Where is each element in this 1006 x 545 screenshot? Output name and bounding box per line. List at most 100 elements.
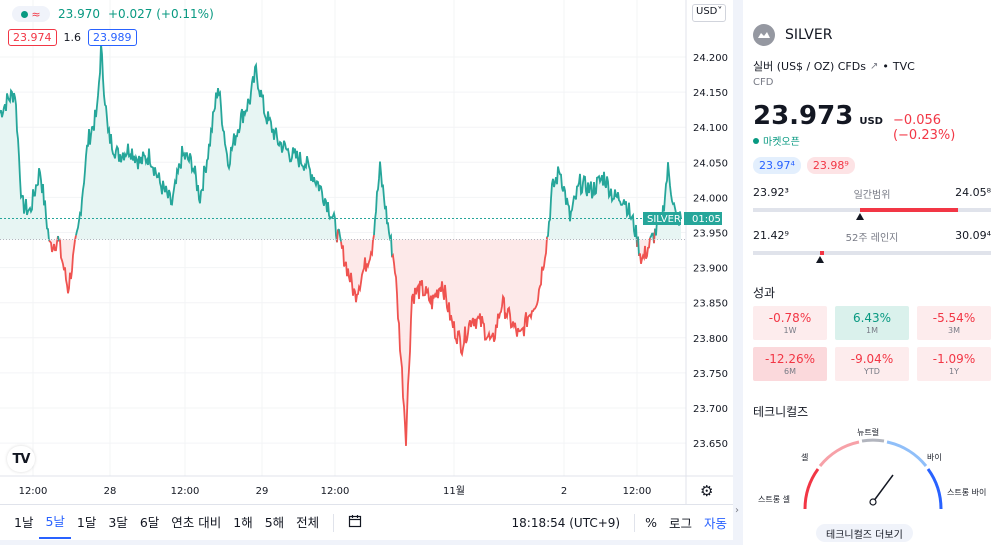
- performance-cell[interactable]: 6.43% 1M: [835, 306, 909, 340]
- bid-box[interactable]: 23.974: [8, 29, 57, 46]
- day-range-marker: [856, 213, 865, 220]
- up-area-fill: [0, 44, 681, 240]
- currency-select[interactable]: USD˅: [692, 4, 727, 22]
- down-area-fill: [0, 239, 681, 446]
- range-button[interactable]: 3달: [108, 514, 128, 530]
- auto-button[interactable]: 자동: [703, 516, 727, 531]
- price-line-down: [340, 234, 375, 303]
- performance-period: 1Y: [949, 367, 959, 376]
- price-line-down: [48, 235, 59, 253]
- performance-cell[interactable]: -9.04% YTD: [835, 347, 909, 381]
- panel-divider[interactable]: [733, 0, 743, 545]
- performance-period: 3M: [948, 326, 960, 335]
- range-button[interactable]: 연초 대비: [171, 514, 222, 530]
- performance-value: -0.78%: [768, 311, 812, 325]
- y-tick-label: 24.100: [693, 123, 728, 134]
- x-tick-label: 12:00: [171, 486, 200, 497]
- more-technicals-button[interactable]: 테크니컬즈 더보기: [816, 524, 913, 542]
- clock-time[interactable]: 18:18:54 (UTC+9): [511, 515, 621, 530]
- countdown-label: 01:05: [692, 214, 721, 225]
- ask-box[interactable]: 23.989: [88, 29, 137, 46]
- price-currency: USD: [859, 116, 883, 127]
- range-button[interactable]: 1날: [14, 514, 34, 530]
- week52-range: 21.42⁹ 52주 레인지 30.09⁴: [753, 229, 991, 263]
- tradingview-logo-icon[interactable]: TV: [7, 446, 35, 472]
- external-link-icon[interactable]: ↗: [869, 60, 879, 72]
- bottom-toolbar: 1날 5날 1달 3달 6달 연초 대비 1해 5해 전체 18:18:54 (UTC+9) %…: [0, 504, 733, 540]
- price-line-up: [337, 228, 342, 242]
- price-line-up: [649, 232, 655, 244]
- bullet: •: [882, 59, 889, 73]
- x-tick-label: 2: [561, 486, 567, 497]
- price-row: 23.973 USD −0.056 (−0.23%): [753, 101, 1006, 143]
- price-line-down: [391, 237, 548, 446]
- technicals-gauge: 스트롱 셀 셀 뉴트럴 바이 스트롱 바이: [758, 428, 986, 510]
- price-line-down: [58, 235, 77, 294]
- range-button[interactable]: 1달: [76, 514, 97, 530]
- symbol-details-panel: SILVER 실버 (US$ / OZ) CFDs ↗ • TVC CFD 23…: [743, 0, 1006, 545]
- wave-icon: ≈: [31, 7, 41, 21]
- calendar-icon[interactable]: [342, 514, 368, 532]
- week52-low: 21.42⁹: [753, 229, 789, 242]
- x-tick-label: 12:00: [321, 486, 350, 497]
- range-button[interactable]: 1해: [233, 514, 253, 530]
- price-axis[interactable]: 24.200 24.150 24.100 24.050 24.000 23.950 23.9…: [693, 53, 728, 450]
- range-list: 1날 5날 1달 3달 6달 연초 대비 1해 5해 전체: [8, 506, 325, 540]
- price-line-down: [336, 229, 339, 243]
- x-tick-label: 12:00: [19, 486, 48, 497]
- gauge-strong-buy-label: 스트롱 바이: [947, 487, 986, 497]
- week52-range-marker: [815, 256, 824, 263]
- chart-pane[interactable]: 24.200 24.150 24.100 24.050 24.000 23.950 23.9…: [0, 0, 733, 545]
- gauge-strong-sell-label: 스트롱 셀: [758, 494, 790, 504]
- performance-value: -1.09%: [932, 352, 976, 366]
- performance-cell[interactable]: -0.78% 1W: [753, 306, 827, 340]
- technicals-title: 테크니컬즈: [753, 405, 809, 419]
- gear-icon[interactable]: ⚙: [700, 482, 714, 500]
- range-button[interactable]: 6달: [139, 514, 160, 530]
- bid-ask-pills: 23.97⁴ 23.98⁹: [753, 157, 855, 174]
- gauge-pivot: [869, 498, 877, 506]
- time-axis[interactable]: 12:00 28 12:00 29 12:00 11월 2 12:00: [19, 485, 652, 497]
- y-tick-label: 24.050: [693, 158, 728, 169]
- performance-cell[interactable]: -12.26% 6M: [753, 347, 827, 381]
- price-chart[interactable]: 24.200 24.150 24.100 24.050 24.000 23.950 23.9…: [0, 0, 733, 504]
- y-tick-label: 24.150: [693, 88, 728, 99]
- performance-value: -9.04%: [850, 352, 894, 366]
- day-range: 23.92³ 일간범위 24.05⁸: [753, 186, 991, 220]
- day-range-fill: [860, 208, 958, 212]
- range-button[interactable]: 5날: [39, 507, 71, 539]
- week52-range-fill: [819, 251, 825, 255]
- chevron-right-icon[interactable]: ›: [735, 505, 739, 516]
- y-tick-label: 23.650: [693, 439, 728, 450]
- range-button[interactable]: 5해: [264, 514, 285, 530]
- bottom-strip: [0, 540, 733, 545]
- y-tick-label: 23.950: [693, 229, 728, 240]
- last-price: 23.970: [58, 7, 100, 21]
- gauge-needle: [872, 474, 894, 503]
- eye-icon: [21, 10, 29, 18]
- range-button[interactable]: 전체: [296, 514, 320, 530]
- performance-cell[interactable]: -5.54% 3M: [917, 306, 991, 340]
- ask-pill: 23.98⁹: [806, 157, 855, 174]
- symbol-tag-label: SILVER: [647, 214, 681, 225]
- symbol-header[interactable]: SILVER: [753, 24, 832, 46]
- gauge-neutral-arc: [861, 438, 885, 443]
- week52-high: 30.09⁴: [955, 229, 991, 242]
- log-button[interactable]: 로그: [668, 516, 692, 531]
- chart-area: [0, 44, 686, 446]
- week52-range-bar: [753, 251, 991, 263]
- visibility-toggle[interactable]: ≈: [12, 6, 50, 22]
- exchange-label[interactable]: TVC: [892, 59, 915, 73]
- last-price-tag: SILVER 01:05: [643, 212, 722, 225]
- gauge-neutral-label: 뉴트럴: [857, 428, 879, 437]
- price-line-up: [637, 236, 640, 256]
- gauge-strong-sell-arc: [803, 468, 820, 510]
- performance-cell[interactable]: -1.09% 1Y: [917, 347, 991, 381]
- price-line-down: [638, 237, 651, 264]
- performance-period: 1W: [783, 326, 797, 335]
- gauge-sell-arc: [818, 440, 860, 467]
- percent-button[interactable]: %: [645, 515, 657, 530]
- x-tick-label: 12:00: [623, 486, 652, 497]
- market-status-label: 마켓오픈: [763, 137, 800, 148]
